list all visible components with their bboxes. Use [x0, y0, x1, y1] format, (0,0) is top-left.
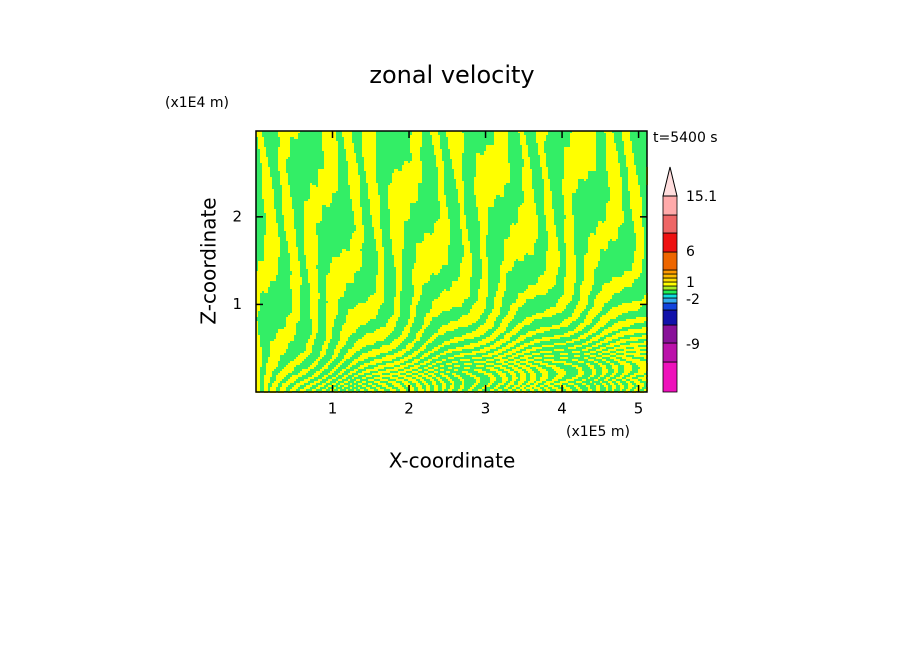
- x-tick-label: 5: [634, 400, 644, 418]
- x-tick-label: 2: [404, 400, 414, 418]
- plot-frame: [255, 130, 648, 393]
- colorbar-segment: [662, 285, 678, 291]
- field-contour: [256, 131, 648, 393]
- time-label: t=5400 s: [653, 130, 718, 146]
- colorbar-label: 15.1: [686, 189, 717, 205]
- colorbar-label: -9: [686, 337, 700, 353]
- colorbar-segment: [662, 214, 678, 234]
- colorbar-segment: [662, 297, 678, 304]
- colorbar-arrow: [662, 166, 678, 197]
- x-tick-label: 4: [557, 400, 567, 418]
- colorbar-segment: [662, 289, 678, 295]
- colorbar-segment: [662, 269, 678, 275]
- x-axis-label: X-coordinate: [389, 449, 516, 473]
- y-axis-label: Z-coordinate: [197, 197, 221, 324]
- colorbar-segment: [662, 309, 678, 326]
- colorbar-segment: [662, 273, 678, 279]
- colorbar-segment: [662, 277, 678, 283]
- y-tick-label: 2: [232, 207, 242, 225]
- x-tick-label: 3: [481, 400, 491, 418]
- colorbar-segment: [662, 195, 678, 216]
- colorbar-segment: [662, 302, 678, 311]
- x-tick-label: 1: [328, 400, 338, 418]
- colorbar-segment: [662, 232, 678, 253]
- colorbar-segment: [662, 293, 678, 299]
- colorbar-segment: [662, 251, 678, 271]
- colorbar-segment: [662, 281, 678, 287]
- colorbar-label: 1: [686, 275, 695, 291]
- colorbar-segment: [662, 361, 678, 393]
- colorbar-label: 6: [686, 244, 695, 260]
- y-unit: (x1E4 m): [165, 95, 229, 111]
- y-tick-label: 1: [232, 295, 242, 313]
- colorbar-segment: [662, 324, 678, 344]
- colorbar-label: -2: [686, 292, 700, 308]
- chart-title: zonal velocity: [369, 61, 534, 89]
- colorbar-segment: [662, 342, 678, 363]
- x-unit: (x1E5 m): [566, 424, 630, 440]
